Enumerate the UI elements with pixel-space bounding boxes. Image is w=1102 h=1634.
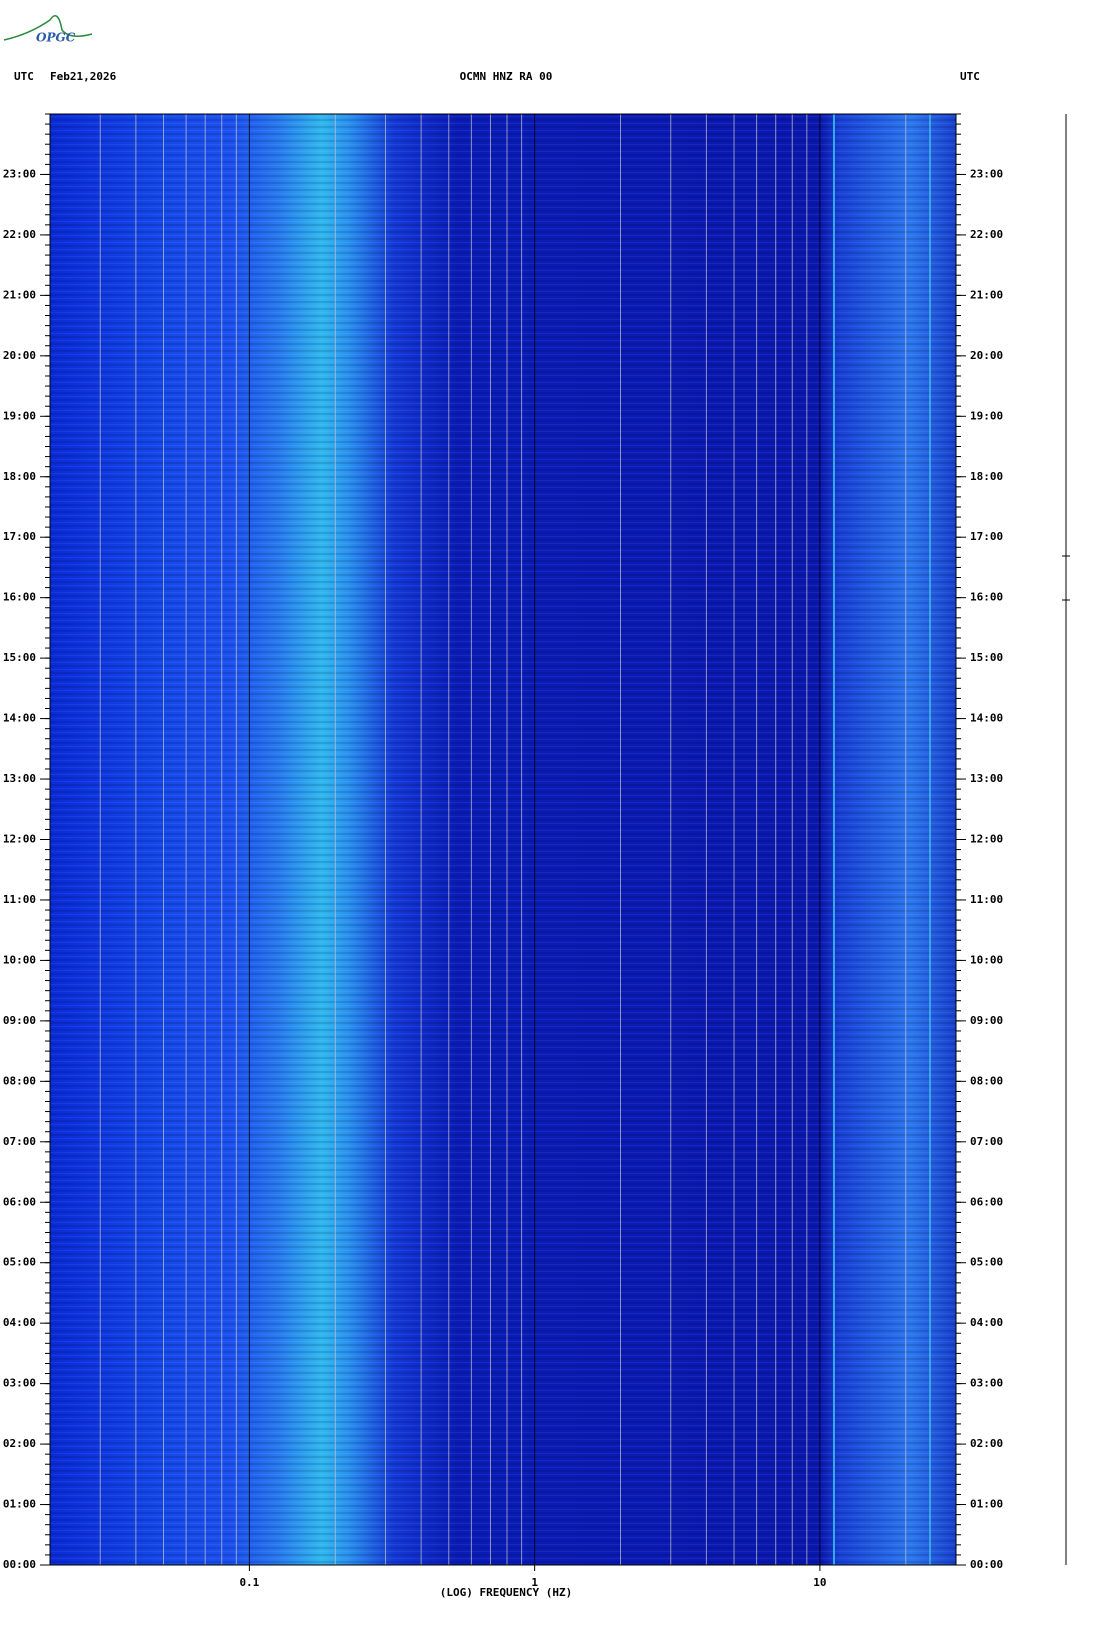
chart-title: OCMN HNZ RA 00 xyxy=(460,70,553,83)
x-tick-label: 1 xyxy=(531,1576,538,1589)
logo: OPGC xyxy=(3,15,93,45)
y-tick-label: 19:00 xyxy=(970,409,1003,422)
y-tick-label: 16:00 xyxy=(970,591,1003,604)
y-tick-label: 13:00 xyxy=(3,772,36,785)
y-tick-label: 03:00 xyxy=(3,1377,36,1390)
y-tick-label: 05:00 xyxy=(3,1256,36,1269)
x-tick-label: 0.1 xyxy=(239,1576,259,1589)
y-tick-label: 06:00 xyxy=(970,1195,1003,1208)
y-tick-label: 03:00 xyxy=(970,1377,1003,1390)
logo-text: OPGC xyxy=(36,31,76,45)
y-tick-label: 07:00 xyxy=(970,1135,1003,1148)
y-tick-label: 00:00 xyxy=(970,1558,1003,1571)
y-tick-label: 14:00 xyxy=(970,712,1003,725)
y-tick-label: 11:00 xyxy=(3,893,36,906)
y-tick-label: 00:00 xyxy=(3,1558,36,1571)
y-tick-label: 18:00 xyxy=(970,470,1003,483)
y-tick-label: 23:00 xyxy=(3,167,36,180)
y-tick-label: 10:00 xyxy=(3,953,36,966)
y-tick-label: 15:00 xyxy=(970,651,1003,664)
y-tick-label: 01:00 xyxy=(970,1498,1003,1511)
y-tick-label: 23:00 xyxy=(970,167,1003,180)
y-tick-label: 17:00 xyxy=(3,530,36,543)
y-tick-label: 22:00 xyxy=(970,228,1003,241)
y-tick-label: 20:00 xyxy=(3,349,36,362)
y-tick-label: 21:00 xyxy=(3,288,36,301)
y-tick-label: 16:00 xyxy=(3,591,36,604)
y-tick-label: 08:00 xyxy=(970,1074,1003,1087)
y-tick-label: 09:00 xyxy=(970,1014,1003,1027)
spectrogram-texture xyxy=(50,114,956,1565)
y-tick-label: 18:00 xyxy=(3,470,36,483)
y-tick-label: 02:00 xyxy=(970,1437,1003,1450)
y-tick-label: 20:00 xyxy=(970,349,1003,362)
y-tick-label: 19:00 xyxy=(3,409,36,422)
y-tick-label: 05:00 xyxy=(970,1256,1003,1269)
y-tick-label: 04:00 xyxy=(970,1316,1003,1329)
y-tick-label: 21:00 xyxy=(970,288,1003,301)
x-tick-label: 10 xyxy=(813,1576,826,1589)
x-axis-label: (LOG) FREQUENCY (HZ) xyxy=(440,1586,572,1599)
y-tick-label: 14:00 xyxy=(3,712,36,725)
y-tick-label: 07:00 xyxy=(3,1135,36,1148)
y-tick-label: 12:00 xyxy=(3,833,36,846)
y-tick-label: 15:00 xyxy=(3,651,36,664)
header-right: UTC xyxy=(960,70,980,83)
y-tick-label: 09:00 xyxy=(3,1014,36,1027)
y-tick-label: 02:00 xyxy=(3,1437,36,1450)
date: Feb21,2026 xyxy=(50,70,117,83)
y-tick-label: 01:00 xyxy=(3,1498,36,1511)
y-tick-label: 17:00 xyxy=(970,530,1003,543)
header-left: UTC xyxy=(14,70,34,83)
y-tick-label: 13:00 xyxy=(970,772,1003,785)
plot-frame xyxy=(49,113,957,1566)
y-tick-label: 11:00 xyxy=(970,893,1003,906)
y-tick-label: 10:00 xyxy=(970,953,1003,966)
y-tick-label: 06:00 xyxy=(3,1195,36,1208)
y-tick-label: 12:00 xyxy=(970,833,1003,846)
y-tick-label: 04:00 xyxy=(3,1316,36,1329)
y-tick-label: 22:00 xyxy=(3,228,36,241)
y-tick-label: 08:00 xyxy=(3,1074,36,1087)
grid xyxy=(49,114,957,1565)
